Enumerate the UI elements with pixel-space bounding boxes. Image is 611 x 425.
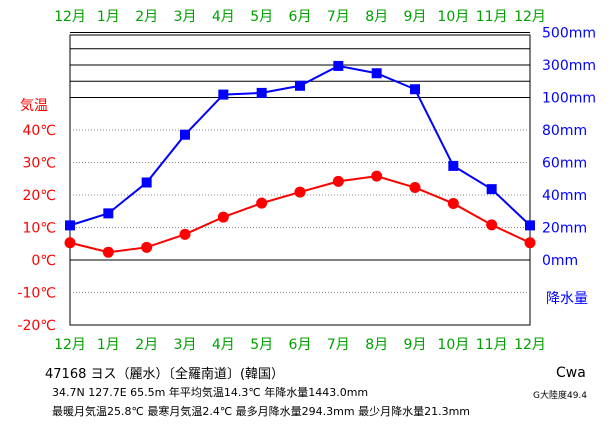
- month-label-bottom: 10月: [437, 337, 469, 353]
- month-label-bottom: 11月: [476, 337, 508, 353]
- month-label-bottom: 7月: [327, 337, 350, 353]
- temperature-point: [332, 175, 344, 187]
- month-label-bottom: 8月: [365, 337, 388, 353]
- month-label-top: 1月: [97, 9, 120, 25]
- month-label-top: 7月: [327, 9, 350, 25]
- month-label-bottom: 5月: [250, 337, 273, 353]
- month-label-bottom: 9月: [404, 337, 427, 353]
- temperature-point: [486, 219, 498, 231]
- precipitation-tick-label: 500mm: [542, 26, 596, 42]
- precipitation-point: [525, 220, 535, 231]
- temperature-tick-label: 40℃: [22, 123, 56, 139]
- precipitation-tick-label: 300mm: [542, 58, 596, 74]
- precipitation-point: [180, 129, 190, 140]
- temperature-point: [524, 237, 536, 249]
- temperature-series: [64, 170, 536, 258]
- month-label-bottom: 6月: [289, 337, 312, 353]
- precipitation-axis-label: 降水量: [546, 291, 588, 307]
- month-label-top: 5月: [250, 9, 273, 25]
- precipitation-point: [295, 80, 305, 91]
- temperature-point: [256, 197, 268, 209]
- temperature-point: [179, 228, 191, 240]
- precipitation-point: [103, 208, 114, 219]
- plot-area: [69, 34, 531, 326]
- temperature-tick-label: 30℃: [22, 156, 56, 172]
- precipitation-axis: 降水量 500mm 300mm 100mm 80mm 60mm 40mm 20mm 0mm: [542, 26, 596, 308]
- month-label-bottom: 4月: [212, 337, 235, 353]
- month-labels-bottom: 12月 1月 2月 3月 4月 5月 6月 7月 8月 9月 10月 11月 12月: [54, 337, 546, 353]
- month-label-top: 11月: [476, 9, 508, 25]
- temperature-point: [409, 182, 421, 194]
- precipitation-point: [141, 177, 152, 188]
- station-stats-line-2: 最暖月気温25.8℃ 最寒月気温2.4℃ 最多月降水量294.3mm 最少月降水…: [52, 405, 471, 418]
- month-label-top: 6月: [289, 9, 312, 25]
- precipitation-point: [410, 84, 420, 95]
- precipitation-tick-label: 0mm: [542, 253, 578, 269]
- precipitation-point: [65, 220, 75, 231]
- continentality-index: G大陸度49.4: [533, 391, 588, 401]
- month-label-bottom: 12月: [54, 337, 86, 353]
- precipitation-tick-label: 40mm: [542, 188, 587, 204]
- temperature-tick-label: 0℃: [31, 253, 56, 269]
- climate-chart: 12月 1月 2月 3月 4月 5月 6月 7月 8月 9月 10月 11月 12月 12月 1月 2月 3月…: [17, 9, 596, 353]
- precipitation-point: [371, 68, 382, 79]
- climate-classification: Cwa: [556, 365, 586, 381]
- temperature-tick-label: 10℃: [22, 221, 56, 237]
- temperature-tick-label: -20℃: [17, 318, 56, 334]
- month-label-top: 10月: [437, 9, 469, 25]
- station-name: 47168 ヨス（麗水）〔全羅南道〕(韓国）: [45, 367, 285, 382]
- temperature-tick-label: -10℃: [17, 286, 56, 302]
- month-label-top: 12月: [514, 9, 546, 25]
- precipitation-point: [333, 60, 344, 71]
- month-label-top: 8月: [365, 9, 388, 25]
- temperature-tick-label: 20℃: [22, 188, 56, 204]
- temperature-point: [371, 170, 383, 182]
- station-stats-line-1: 34.7N 127.7E 65.5m 年平均気温14.3℃ 年降水量1443.0…: [52, 386, 369, 399]
- temperature-axis: 気温 40℃ 30℃ 20℃ 10℃ 0℃ -10℃ -20℃: [17, 98, 56, 334]
- precipitation-point: [218, 89, 229, 100]
- month-label-top: 3月: [174, 9, 197, 25]
- month-labels-top: 12月 1月 2月 3月 4月 5月 6月 7月 8月 9月 10月 11月 12月: [54, 9, 546, 25]
- month-label-top: 9月: [404, 9, 427, 25]
- temperature-point: [64, 237, 76, 249]
- precipitation-point: [448, 160, 459, 171]
- temperature-point: [447, 197, 459, 209]
- precipitation-series: [65, 60, 535, 231]
- month-label-bottom: 12月: [514, 337, 546, 353]
- temperature-point: [217, 211, 229, 223]
- temperature-point: [141, 241, 153, 253]
- month-label-bottom: 1月: [97, 337, 120, 353]
- month-label-top: 12月: [54, 9, 86, 25]
- temperature-point: [294, 186, 306, 198]
- temperature-axis-label: 気温: [20, 98, 48, 114]
- month-label-bottom: 2月: [135, 337, 158, 353]
- precipitation-tick-label: 100mm: [542, 91, 596, 107]
- temperature-point: [102, 246, 114, 258]
- month-label-bottom: 3月: [174, 337, 197, 353]
- precipitation-point: [256, 87, 267, 98]
- precipitation-tick-label: 60mm: [542, 156, 587, 172]
- precipitation-tick-label: 20mm: [542, 221, 587, 237]
- precipitation-point: [486, 184, 497, 195]
- month-label-top: 2月: [135, 9, 158, 25]
- precipitation-tick-label: 80mm: [542, 123, 587, 139]
- month-label-top: 4月: [212, 9, 235, 25]
